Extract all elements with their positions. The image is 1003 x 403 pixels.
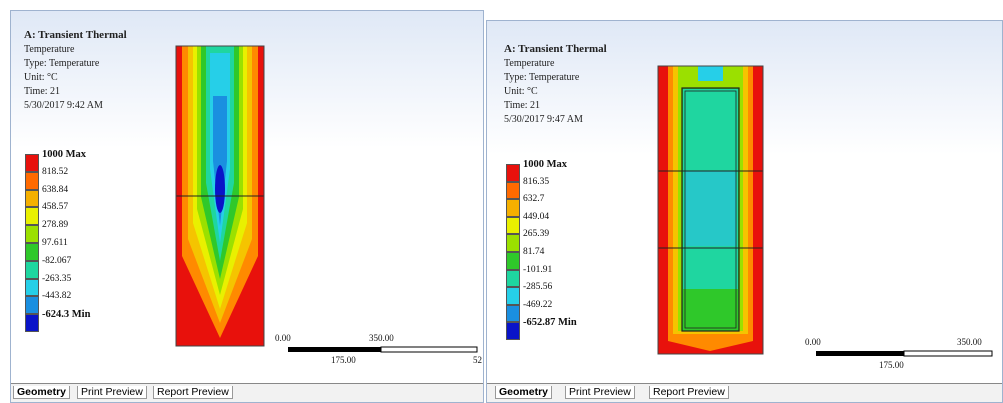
legend-swatch (506, 305, 520, 323)
legend-swatch (506, 270, 520, 288)
scale-label: 0.00 (805, 337, 821, 347)
scale-label: 350.00 (957, 337, 982, 347)
scale-label: 175.00 (331, 355, 356, 365)
info-line: Type: Temperature (504, 72, 579, 83)
tab[interactable]: Report Preview (649, 386, 729, 399)
legend-swatch (25, 207, 39, 225)
legend-label: -624.3 Min (42, 309, 90, 320)
legend-label: 1000 Max (523, 159, 567, 170)
legend-label: 818.52 (42, 167, 68, 177)
viewport-right: A: Transient Thermal Temperature Type: T… (486, 20, 1003, 403)
scale-label: 175.00 (879, 360, 904, 370)
legend-swatch (25, 225, 39, 243)
legend-swatch (506, 182, 520, 200)
legend-label: -652.87 Min (523, 317, 577, 328)
scale-label: 52 (473, 355, 482, 365)
tab-bar: Geometry Print Preview Report Preview (11, 383, 483, 402)
tab[interactable]: Geometry (495, 386, 552, 399)
legend-swatch (25, 314, 39, 332)
info-line: Time: 21 (24, 86, 60, 97)
scale-label: 0.00 (275, 333, 291, 343)
legend-label: 458.57 (42, 202, 68, 212)
legend-swatch (25, 296, 39, 314)
legend-label: 449.04 (523, 212, 549, 222)
page: {"panels": [ {"title": "A: Transient The… (0, 0, 1003, 403)
info-line: Unit: °C (24, 72, 58, 83)
legend-label: 97.611 (42, 238, 68, 248)
legend-swatch (506, 287, 520, 305)
legend-swatch (25, 261, 39, 279)
tab[interactable]: Report Preview (153, 386, 233, 399)
info-line: Unit: °C (504, 86, 538, 97)
legend-label: 1000 Max (42, 149, 86, 160)
legend-label: -285.56 (523, 282, 552, 292)
legend-label: -263.35 (42, 274, 71, 284)
legend-label: 632.7 (523, 194, 544, 204)
legend-swatch (25, 279, 39, 297)
legend-label: 278.89 (42, 220, 68, 230)
result-title: A: Transient Thermal (24, 29, 127, 41)
legend-label: 81.74 (523, 247, 544, 257)
legend-label: -101.91 (523, 265, 552, 275)
result-title: A: Transient Thermal (504, 43, 607, 55)
tab[interactable]: Geometry (13, 386, 70, 399)
legend-label: 816.35 (523, 177, 549, 187)
info-line: Temperature (504, 58, 554, 69)
legend-label: 265.39 (523, 229, 549, 239)
tab-bar: Geometry Print Preview Report Preview (487, 383, 1002, 402)
legend-swatch (25, 172, 39, 190)
info-line: 5/30/2017 9:42 AM (24, 100, 103, 111)
legend-label: -443.82 (42, 291, 71, 301)
legend-swatch (25, 154, 39, 172)
tab[interactable]: Print Preview (77, 386, 147, 399)
legend-swatch (25, 243, 39, 261)
info-line: 5/30/2017 9:47 AM (504, 114, 583, 125)
scale-label: 350.00 (369, 333, 394, 343)
info-line: Type: Temperature (24, 58, 99, 69)
legend-label: 638.84 (42, 185, 68, 195)
contour-left (11, 11, 484, 403)
legend-label: -82.067 (42, 256, 71, 266)
legend-swatch (506, 164, 520, 182)
legend-swatch (25, 190, 39, 208)
legend-swatch (506, 217, 520, 235)
tab[interactable]: Print Preview (565, 386, 635, 399)
legend-swatch (506, 234, 520, 252)
legend-swatch (506, 199, 520, 217)
viewport-left: A: Transient Thermal Temperature Type: T… (10, 10, 484, 403)
info-line: Temperature (24, 44, 74, 55)
legend-swatch (506, 322, 520, 340)
legend-label: -469.22 (523, 300, 552, 310)
info-line: Time: 21 (504, 100, 540, 111)
legend-swatch (506, 252, 520, 270)
